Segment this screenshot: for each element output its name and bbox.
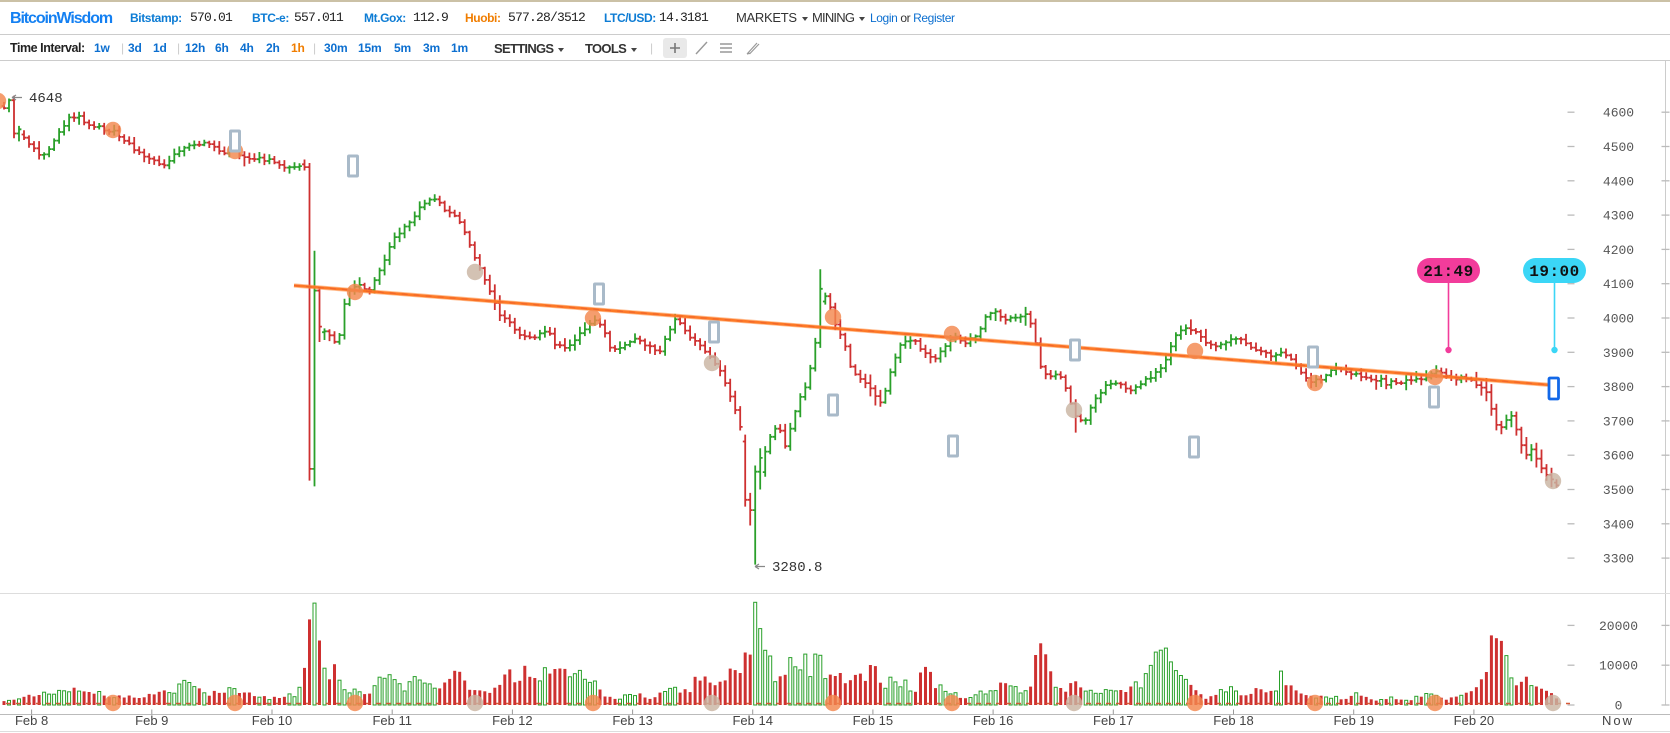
svg-text:3700: 3700 — [1603, 414, 1634, 429]
svg-text:Feb 9: Feb 9 — [135, 713, 168, 728]
svg-text:Now: Now — [1602, 713, 1634, 728]
svg-text:4500: 4500 — [1603, 140, 1634, 155]
svg-text:Feb 14: Feb 14 — [732, 713, 772, 728]
svg-text:4300: 4300 — [1603, 209, 1634, 224]
svg-text:4400: 4400 — [1603, 174, 1634, 189]
svg-text:3280.8: 3280.8 — [772, 560, 822, 576]
svg-text:Feb 13: Feb 13 — [612, 713, 652, 728]
svg-text:Feb 16: Feb 16 — [973, 713, 1013, 728]
svg-text:3300: 3300 — [1603, 552, 1634, 567]
svg-text:Feb 8: Feb 8 — [15, 713, 48, 728]
svg-text:3400: 3400 — [1603, 517, 1634, 532]
svg-text:4000: 4000 — [1603, 312, 1634, 327]
svg-text:10000: 10000 — [1599, 659, 1638, 674]
svg-text:4200: 4200 — [1603, 243, 1634, 258]
svg-text:Feb 12: Feb 12 — [492, 713, 532, 728]
svg-text:Feb 18: Feb 18 — [1213, 713, 1253, 728]
svg-text:4600: 4600 — [1603, 106, 1634, 121]
svg-text:4648: 4648 — [29, 91, 63, 107]
svg-text:Feb 10: Feb 10 — [252, 713, 292, 728]
svg-text:Feb 11: Feb 11 — [372, 713, 412, 728]
svg-text:Feb 15: Feb 15 — [853, 713, 893, 728]
svg-text:3500: 3500 — [1603, 483, 1634, 498]
svg-text:20000: 20000 — [1599, 619, 1638, 634]
svg-text:Feb 19: Feb 19 — [1333, 713, 1373, 728]
svg-text:0: 0 — [1615, 699, 1623, 714]
svg-text:3900: 3900 — [1603, 346, 1634, 361]
svg-text:4100: 4100 — [1603, 277, 1634, 292]
svg-text:19:00: 19:00 — [1529, 263, 1580, 281]
svg-text:3600: 3600 — [1603, 449, 1634, 464]
svg-text:Feb 20: Feb 20 — [1454, 713, 1494, 728]
svg-text:Feb 17: Feb 17 — [1093, 713, 1133, 728]
svg-text:21:49: 21:49 — [1423, 263, 1474, 281]
svg-text:3800: 3800 — [1603, 380, 1634, 395]
